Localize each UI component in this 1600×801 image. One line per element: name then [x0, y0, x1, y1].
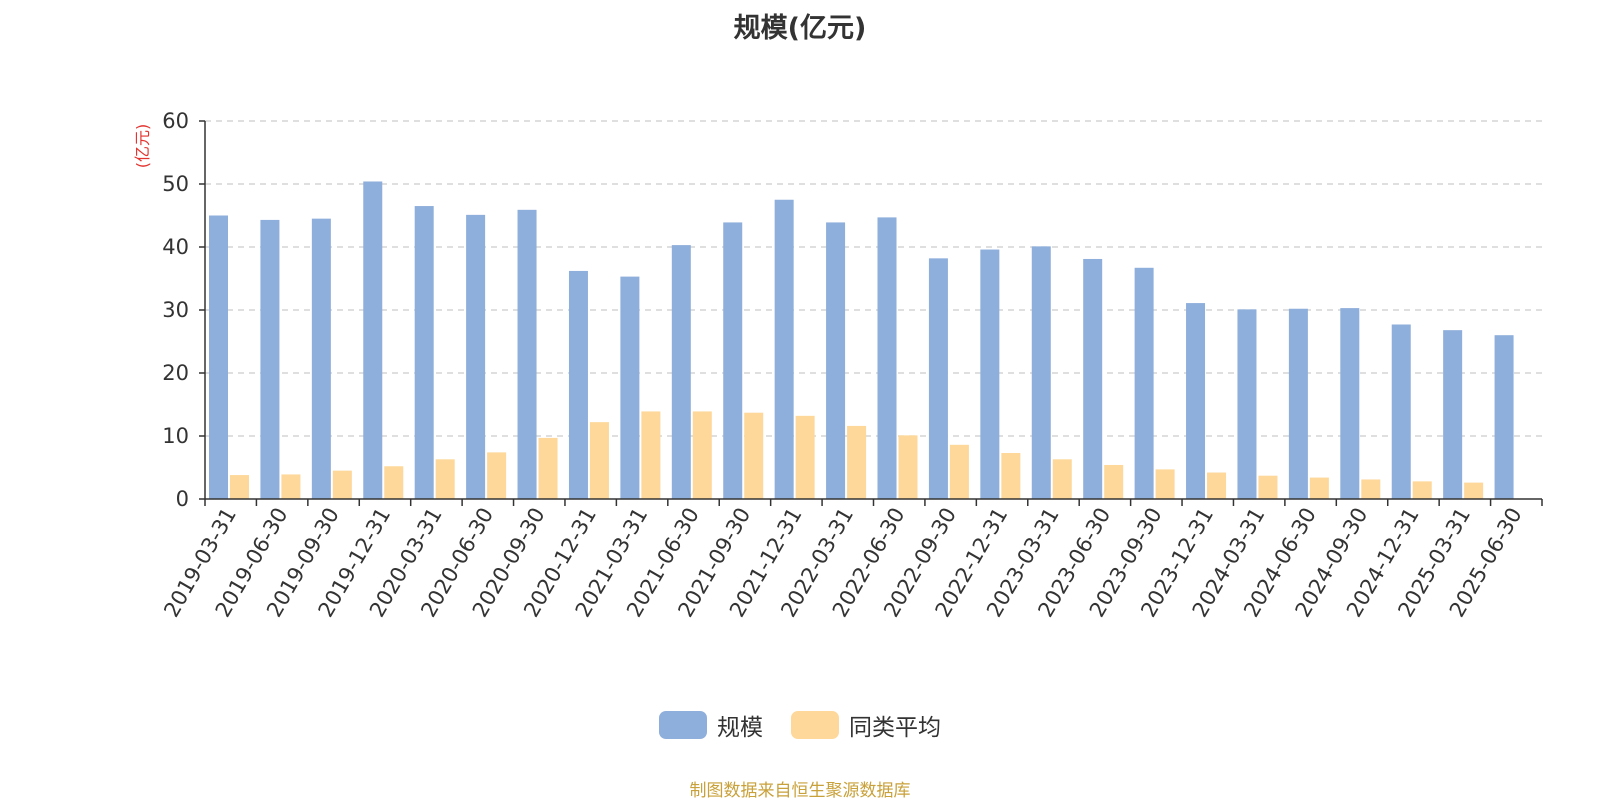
bar-peer-average	[795, 415, 815, 499]
y-tick-label: 20	[162, 361, 189, 385]
chart-title: 规模(亿元)	[733, 13, 867, 44]
bar-peer-average	[692, 411, 712, 499]
legend-swatch-peer-average	[791, 711, 839, 739]
bar-peer-average	[1258, 475, 1278, 499]
bar-scale	[620, 276, 640, 499]
bar-scale	[723, 222, 743, 499]
bar-peer-average	[1001, 453, 1021, 499]
bar-peer-average	[641, 411, 661, 499]
bar-scale	[466, 214, 486, 499]
bar-scale	[568, 270, 588, 499]
y-tick-label: 0	[176, 487, 189, 511]
bar-scale	[877, 217, 897, 499]
legend-item-peer-average[interactable]: 同类平均	[791, 708, 941, 742]
bar-scale	[1340, 308, 1360, 499]
y-tick-label: 60	[162, 109, 189, 133]
bar-peer-average	[949, 444, 969, 499]
bar-peer-average	[1052, 459, 1072, 499]
bar-scale	[980, 249, 1000, 499]
legend-label-peer-average: 同类平均	[849, 715, 941, 741]
bar-scale	[311, 218, 331, 499]
bar-scale	[363, 181, 383, 500]
bar-scale	[671, 245, 691, 499]
bar-scale	[1237, 309, 1257, 499]
bar-scale	[209, 215, 228, 499]
bar-scale	[826, 222, 846, 499]
y-axis-label: (亿元)	[133, 124, 152, 169]
legend-label-scale: 规模	[717, 715, 763, 741]
legend: 规模 同类平均	[0, 708, 1600, 742]
bar-scale	[1443, 330, 1463, 499]
bar-scale	[260, 219, 280, 499]
bar-scale	[1134, 267, 1154, 499]
bar-peer-average	[1361, 479, 1381, 499]
bar-peer-average	[1412, 481, 1432, 499]
bar-scale	[414, 206, 434, 500]
bar-peer-average	[230, 475, 249, 499]
bar-peer-average	[1309, 477, 1329, 499]
bar-peer-average	[589, 422, 609, 499]
y-tick-label: 40	[162, 235, 189, 259]
bar-peer-average	[1207, 472, 1227, 499]
bar-peer-average	[1155, 469, 1175, 499]
bar-peer-average	[487, 452, 507, 499]
bar-scale	[928, 258, 948, 499]
bar-peer-average	[1464, 482, 1484, 499]
bar-peer-average	[332, 470, 352, 499]
legend-swatch-scale	[659, 711, 707, 739]
bar-peer-average	[384, 466, 404, 499]
y-tick-label: 30	[162, 298, 189, 322]
bar-peer-average	[538, 437, 558, 499]
y-tick-label: 50	[162, 172, 189, 196]
bar-scale	[1391, 324, 1411, 499]
bar-peer-average	[281, 474, 301, 499]
bar-peer-average	[898, 435, 918, 499]
source-note: 制图数据来自恒生聚源数据库	[689, 781, 911, 801]
bar-scale	[1083, 258, 1103, 499]
bar-scale	[1031, 246, 1051, 499]
bar-scale	[1288, 308, 1308, 499]
legend-item-scale[interactable]: 规模	[659, 708, 763, 742]
bar-scale	[774, 199, 794, 499]
bar-peer-average	[744, 412, 764, 499]
bar-scale	[1494, 335, 1514, 499]
y-tick-label: 10	[162, 424, 189, 448]
bar-scale	[517, 209, 537, 499]
bar-scale	[1186, 303, 1206, 499]
bar-peer-average	[847, 425, 867, 499]
bar-peer-average	[1104, 464, 1124, 499]
bar-peer-average	[435, 459, 455, 499]
